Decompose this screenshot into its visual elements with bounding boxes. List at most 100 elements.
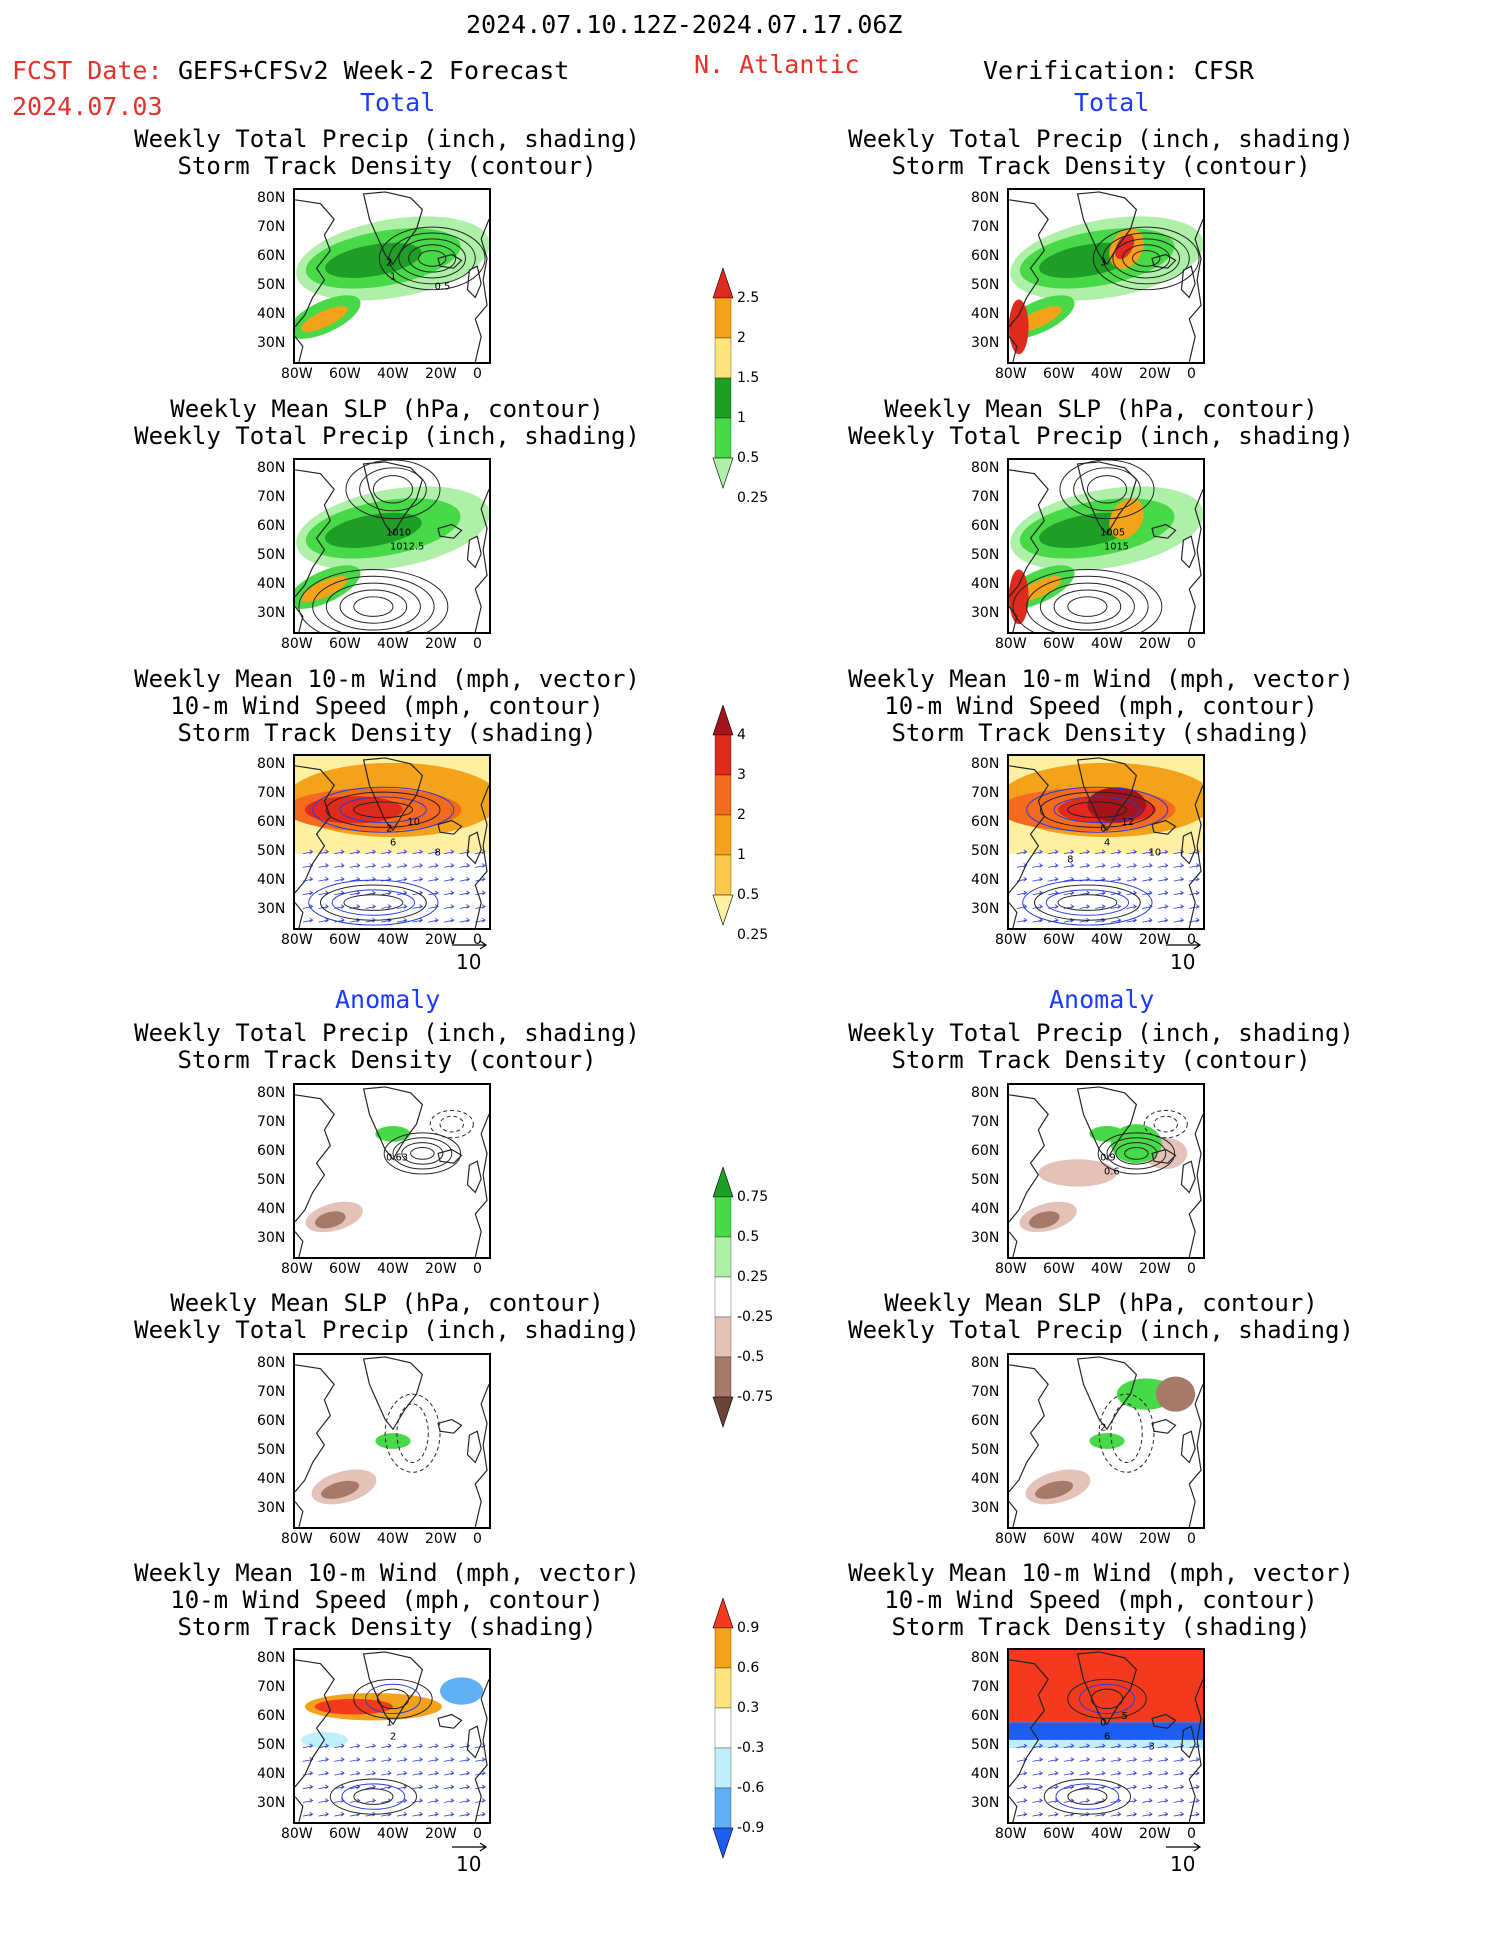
- greenland-coast: [362, 1086, 424, 1161]
- contour-label: 3: [1100, 258, 1106, 269]
- lat-tick-label: 50N: [257, 1737, 286, 1753]
- greenland-coast: [1076, 461, 1138, 536]
- colorbar-segment: [714, 377, 732, 419]
- contour-lines: [378, 226, 486, 291]
- lat-tick-label: 30N: [257, 1230, 286, 1246]
- time-range-title: 2024.07.10.12Z-2024.07.17.06Z: [466, 10, 903, 39]
- wind-arrow: [1126, 863, 1138, 868]
- wind-arrow: [475, 863, 486, 868]
- contour-ring: [1073, 467, 1141, 512]
- lon-tick-label: 60W: [1043, 366, 1075, 382]
- wind-arrow: [365, 1798, 377, 1803]
- europe-africa-coast: [1188, 489, 1203, 632]
- europe-africa-coast: [1188, 1384, 1203, 1527]
- wind-arrow: [1048, 1811, 1059, 1817]
- lon-tick-label: 40W: [377, 636, 409, 652]
- contour-ring: [365, 1683, 421, 1715]
- wind-arrow: [1110, 863, 1122, 868]
- wind-arrow: [1095, 1770, 1106, 1776]
- wind-arrow: [1079, 1757, 1091, 1762]
- precip-anom-shade: [1110, 1124, 1162, 1164]
- greenland-coast: [362, 461, 424, 536]
- greenland-coast: [362, 191, 424, 266]
- contour-label: 6: [1100, 824, 1106, 835]
- florida-coast: [295, 1231, 304, 1257]
- lon-tick-label: 0: [1187, 366, 1196, 382]
- panel-title-fc-4: Weekly Mean SLP (hPa, contour) Weekly Tot…: [87, 1290, 687, 1344]
- north-america-coast: [1009, 199, 1049, 328]
- section-anomaly-left: Anomaly: [335, 985, 441, 1014]
- wind-arrow: [1032, 1784, 1044, 1790]
- wind-arrow: [1110, 849, 1122, 855]
- lat-tick-label: 70N: [971, 1114, 1000, 1130]
- wind-arrow: [1079, 1798, 1091, 1803]
- lon-tick-label: 20W: [425, 636, 457, 652]
- wind-arrow: [1016, 890, 1028, 896]
- colorbar-label: -0.25: [737, 1309, 774, 1325]
- wind-arrow: [1189, 1757, 1200, 1762]
- wind-arrow: [1095, 863, 1106, 868]
- lat-tick-label: 50N: [971, 1737, 1000, 1753]
- lat-tick-label: 70N: [971, 219, 1000, 235]
- wind-arrow: [459, 1757, 471, 1762]
- lon-tick-label: 60W: [1043, 1261, 1075, 1277]
- wind-arrow: [1142, 1757, 1153, 1762]
- coastline: [295, 1651, 489, 1822]
- lat-tick-label: 60N: [257, 1413, 286, 1429]
- vector-ref-label: 10: [1170, 1852, 1196, 1876]
- wind-arrow: [428, 1798, 439, 1803]
- panel-title-line: Weekly Mean SLP (hPa, contour): [170, 1289, 604, 1317]
- colorbar-cap: [712, 894, 734, 926]
- lat-tick-label: 60N: [257, 1143, 286, 1159]
- lat-tick-label: 40N: [971, 306, 1000, 322]
- lon-tick-label: 80W: [281, 1826, 313, 1842]
- wind-arrow: [349, 1743, 361, 1749]
- vector-ref-arrow: [452, 1842, 488, 1852]
- wind-arrow: [1032, 904, 1044, 909]
- verification-label: Verification: CFSR: [983, 56, 1254, 85]
- iceland-coast: [437, 1418, 463, 1434]
- wind-arrow: [318, 1798, 330, 1803]
- lat-tick-label: 40N: [971, 576, 1000, 592]
- europe-africa-coast: [474, 1679, 489, 1822]
- wind-arrow: [396, 1811, 408, 1817]
- wind-vectors: [1016, 1743, 1200, 1817]
- coastline: [1009, 1356, 1203, 1527]
- lon-tick-label: 0: [1187, 1261, 1196, 1277]
- wind-arrow: [334, 1811, 345, 1817]
- wind-arrow: [396, 863, 408, 868]
- wind-arrow: [1032, 1743, 1044, 1749]
- map-obs-slp_precip: 1005 1015: [1007, 458, 1205, 634]
- wind-arrow: [1173, 890, 1185, 896]
- wind-arrow: [412, 1743, 424, 1749]
- contour-ring: [392, 1137, 453, 1170]
- lon-tick-label: 40W: [1091, 1531, 1123, 1547]
- contour-ring: [372, 475, 414, 504]
- wind-arrow: [1110, 1784, 1122, 1790]
- lon-tick-label: 20W: [425, 1826, 457, 1842]
- greenland-coast: [1076, 757, 1138, 832]
- lat-tick-label: 70N: [257, 1384, 286, 1400]
- panel-title-line: Storm Track Density (contour): [891, 1046, 1311, 1074]
- panel-title-line: Weekly Mean 10-m Wind (mph, vector): [848, 665, 1354, 693]
- wind-arrow: [381, 1757, 392, 1762]
- wind-arrow: [1157, 863, 1169, 868]
- north-america-coast: [1009, 1094, 1049, 1223]
- lon-tick-label: 40W: [1091, 366, 1123, 382]
- contour-label: 2: [386, 824, 392, 835]
- wind-arrow: [1110, 1770, 1122, 1776]
- wind-arrow: [1157, 876, 1169, 882]
- europe-africa-coast: [1188, 785, 1203, 928]
- panel-title-line: Weekly Mean SLP (hPa, contour): [170, 395, 604, 423]
- map-obs-precip_storm: 3: [1007, 188, 1205, 364]
- panel-title-fc-2: Weekly Mean 10-m Wind (mph, vector) 10-m …: [87, 666, 687, 747]
- contour-lines: [1097, 1109, 1188, 1175]
- wind-arrow: [1063, 1743, 1075, 1749]
- north-america-coast: [295, 469, 335, 598]
- wind-arrow: [1095, 1757, 1106, 1762]
- wind-arrow: [443, 890, 455, 896]
- wind-arrow: [1157, 849, 1169, 855]
- contour-ring: [1097, 1132, 1176, 1175]
- wind-arrow: [1016, 1784, 1028, 1790]
- coastline: [295, 1356, 489, 1527]
